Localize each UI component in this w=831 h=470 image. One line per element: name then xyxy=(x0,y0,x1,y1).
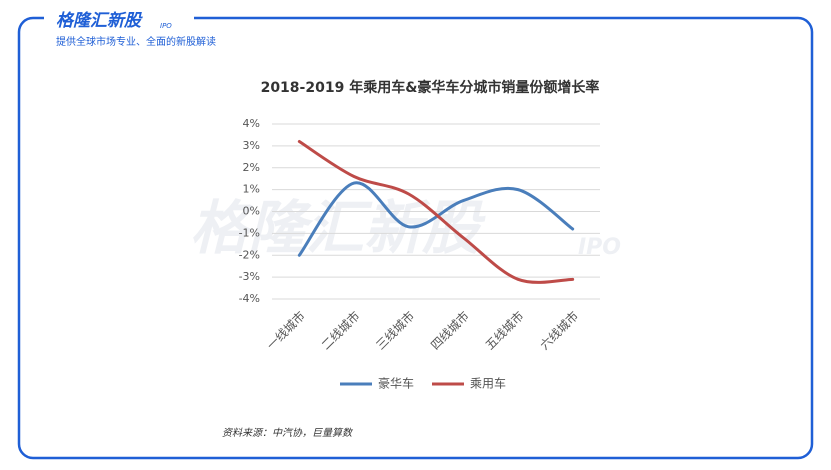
y-tick-label: 3% xyxy=(243,139,260,152)
y-tick-label: -2% xyxy=(239,248,260,261)
series-line xyxy=(297,181,575,257)
y-tick-label: 4% xyxy=(243,117,260,130)
frame xyxy=(17,16,814,460)
y-tick-label: -3% xyxy=(239,270,260,283)
legend-label: 乘用车 xyxy=(470,376,506,391)
source: 资料来源：中汽协，巨量算数 xyxy=(222,427,354,439)
series-line xyxy=(297,140,575,284)
watermark: 格隆汇新股 xyxy=(190,194,486,262)
y-tick-label: 1% xyxy=(243,183,260,196)
logo-bg xyxy=(44,8,194,30)
logo-tag: IPO xyxy=(160,22,172,30)
chart-title: 2018-2019 年乘用车&豪华车分城市销量份额增长率 xyxy=(261,79,600,96)
legend-label: 豪华车 xyxy=(378,376,414,391)
y-tick-label: -4% xyxy=(239,292,260,305)
y-tick-label: 0% xyxy=(243,205,260,218)
y-tick-label: -1% xyxy=(239,226,260,239)
logo: 格隆汇新股 xyxy=(56,11,143,31)
subtitle: 提供全球市场专业、全面的新股解读 xyxy=(56,35,216,48)
watermark-tag: IPO xyxy=(578,235,621,260)
y-tick-label: 2% xyxy=(243,161,260,174)
